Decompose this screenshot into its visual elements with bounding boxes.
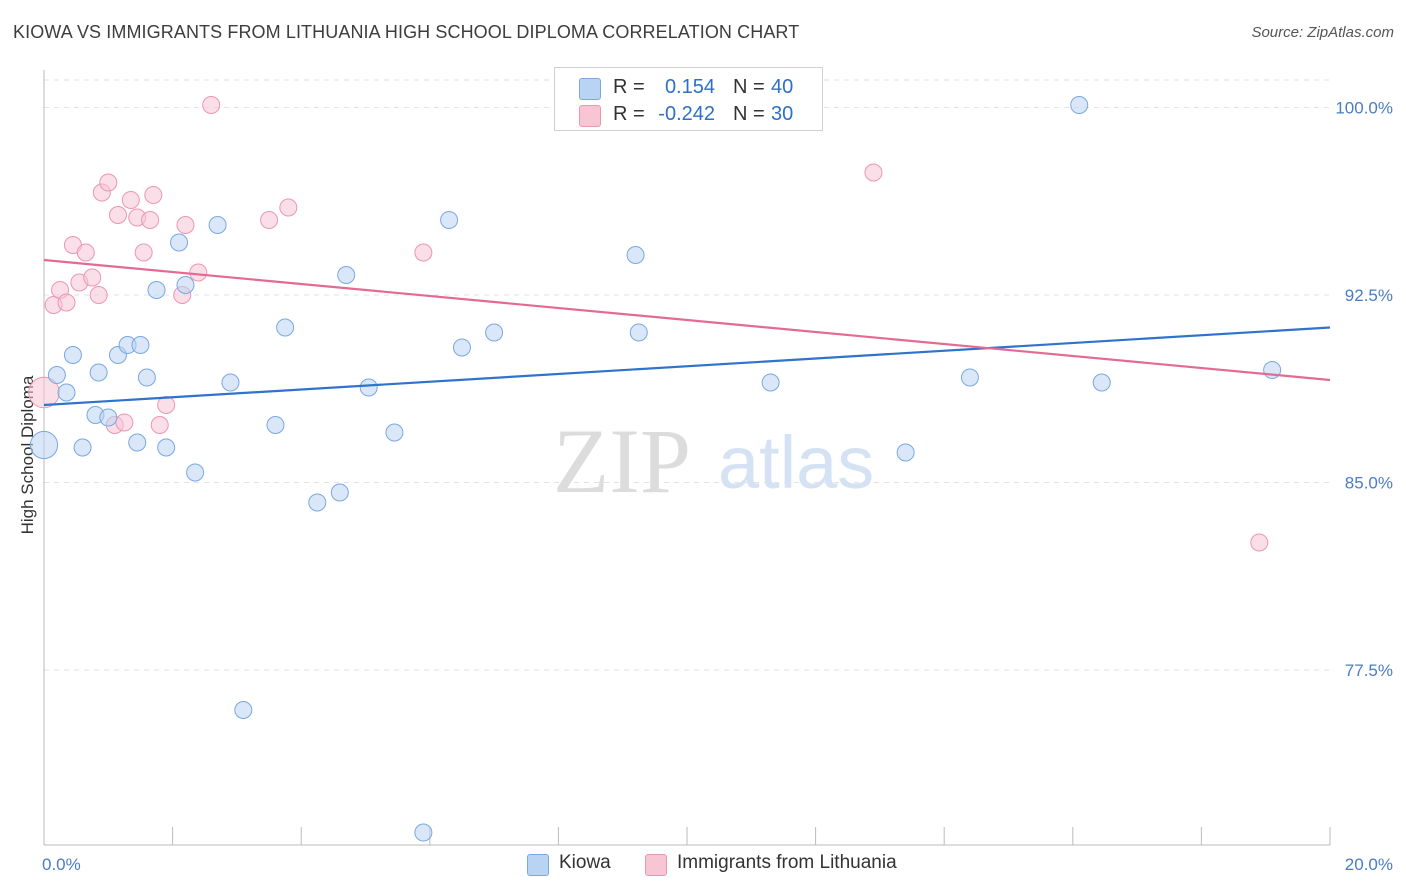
lithuania-point [134,243,153,262]
lithuania-point [864,163,883,182]
correlation-legend: R = 0.154 N = 40 R = -0.242 N = 30 [554,67,823,131]
kiowa-point [128,433,147,452]
n-value: 40 [771,76,794,98]
kiowa-point [1092,373,1111,392]
x-tick-label-max: 20.0% [1345,855,1393,874]
lithuania-point [141,211,160,229]
kiowa-point [89,363,108,382]
legend-label: Kiowa [559,852,611,873]
r-label: R = [613,103,645,125]
kiowa-swatch [579,78,601,100]
lithuania-point [1250,533,1269,552]
legend-row-lithuania: R = -0.242 N = 30 [555,99,822,129]
kiowa-point [629,323,648,342]
kiowa-point [308,493,327,512]
kiowa-point [170,233,189,252]
lithuania-point [115,413,134,432]
y-tick-label: 77.5% [1345,661,1393,680]
tick-labels: 77.5% 85.0% 92.5% 100.0% 0.0% 20.0% [42,99,1393,875]
r-label: R = [613,76,645,98]
n-label: N = [733,103,765,125]
kiowa-point [452,338,471,357]
watermark-atlas: atlas [718,421,874,504]
lithuania-point [144,186,163,204]
lithuania-point [83,268,102,287]
lithuania-point [121,191,140,209]
kiowa-point [73,438,92,457]
kiowa-point [626,246,645,264]
grid-lines [44,79,1330,671]
kiowa-trend-line [43,326,1331,407]
kiowa-point [99,408,118,427]
kiowa-point [176,276,195,294]
lithuania-point [76,243,95,262]
lithuania-point [108,206,127,224]
kiowa-point [57,383,76,402]
legend-label: Immigrants from Lithuania [677,852,897,873]
lithuania-point [99,173,118,192]
kiowa-point [414,823,433,842]
y-tick-label: 92.5% [1345,286,1393,305]
r-value: 0.154 [664,76,715,98]
trend-lines [43,258,1331,407]
r-value: -0.242 [658,103,715,125]
n-label: N = [733,76,765,98]
kiowa-point [960,368,979,387]
kiowa-point [485,323,504,342]
kiowa-point [266,416,285,434]
kiowa-point [221,373,240,392]
kiowa-point [337,266,356,284]
kiowa-point [330,483,349,502]
lithuania-swatch [645,854,667,876]
lithuania-point [279,198,298,217]
kiowa-point [1070,96,1089,114]
x-tick-label-min: 0.0% [42,855,81,874]
y-tick-label: 85.0% [1345,474,1393,493]
lithuania-point [414,243,433,262]
lithuania-point [176,216,195,234]
kiowa-point [234,701,253,719]
lithuania-point [150,416,169,434]
kiowa-point [208,216,227,234]
lithuania-point [202,96,221,114]
kiowa-point [47,366,66,384]
lithuania-point [260,211,279,229]
watermark: ZIP atlas [553,410,874,512]
lithuania-point [157,396,176,414]
lithuania-swatch [579,105,601,127]
kiowa-point [186,463,205,482]
lithuania-point [189,263,208,282]
kiowa-swatch [527,854,549,876]
kiowa-point [440,211,459,229]
source-credit: Source: ZipAtlas.com [1251,24,1394,41]
lithuania-trend-line [43,258,1331,382]
chart-title: KIOWA VS IMMIGRANTS FROM LITHUANIA HIGH … [13,22,800,42]
kiowa-point [896,443,915,462]
lithuania-point [57,293,76,312]
kiowa-point [276,318,295,337]
watermark-zip: ZIP [553,410,691,512]
y-tick-label: 100.0% [1335,99,1393,118]
kiowa-point [359,378,378,397]
legend-row-kiowa: R = 0.154 N = 40 [555,72,822,102]
kiowa-point [137,368,156,387]
kiowa-point [131,336,150,354]
kiowa-point [385,423,404,442]
kiowa-point [157,438,176,457]
lithuania-points [28,96,1269,552]
n-value: 30 [771,103,794,125]
kiowa-point [29,430,59,460]
kiowa-point [761,373,780,392]
lithuania-point [89,286,108,304]
kiowa-points [29,96,1282,842]
kiowa-point [147,281,166,299]
kiowa-point [63,346,82,364]
